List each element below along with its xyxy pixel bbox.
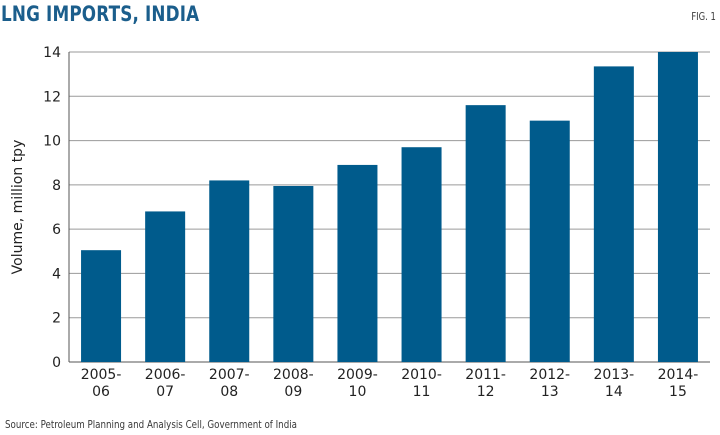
x-tick-label: 2014-15: [658, 367, 699, 400]
x-tick-label: 2009-10: [337, 367, 378, 400]
x-tick-label: 2006-07: [145, 367, 186, 400]
source-note: Source: Petroleum Planning and Analysis …: [5, 418, 297, 431]
chart-title: LNG IMPORTS, INDIA: [1, 2, 200, 26]
x-tick-labels: 2005-06 2006-07 2007-08 2008-09 2009-10 2010-…: [81, 367, 699, 400]
x-tick-label: 2011-12: [465, 367, 506, 400]
bar: [273, 185, 314, 362]
bar: [81, 250, 122, 362]
y-tick-labels: 0 2 4 6 8 10 12 14: [43, 45, 61, 371]
y-tick-label: 2: [52, 311, 61, 327]
y-axis-label: Volume, million tpy: [10, 140, 26, 275]
bar: [593, 66, 634, 363]
y-tick-label: 4: [52, 266, 61, 282]
bar: [145, 211, 186, 362]
bar: [209, 180, 250, 362]
y-tick-label: 12: [43, 89, 61, 105]
x-tick-label: 2013-14: [594, 367, 635, 400]
bar: [337, 164, 378, 362]
y-tick-label: 10: [43, 134, 61, 150]
bar: [657, 52, 698, 362]
x-tick-label: 2010-11: [401, 367, 442, 400]
bar: [465, 105, 506, 363]
bar: [401, 147, 442, 362]
x-tick-label: 2012-13: [529, 367, 570, 400]
bars: [81, 52, 698, 363]
x-tick-label: 2005-06: [81, 367, 122, 400]
x-tick-label: 2007-08: [209, 367, 250, 400]
bar: [529, 120, 570, 363]
x-tick-label: 2008-09: [273, 367, 314, 400]
y-tick-label: 8: [52, 178, 61, 194]
y-tick-label: 14: [43, 45, 61, 61]
figure-label: FIG. 1: [691, 10, 716, 23]
y-tick-label: 6: [52, 222, 61, 238]
y-tick-label: 0: [52, 355, 61, 371]
